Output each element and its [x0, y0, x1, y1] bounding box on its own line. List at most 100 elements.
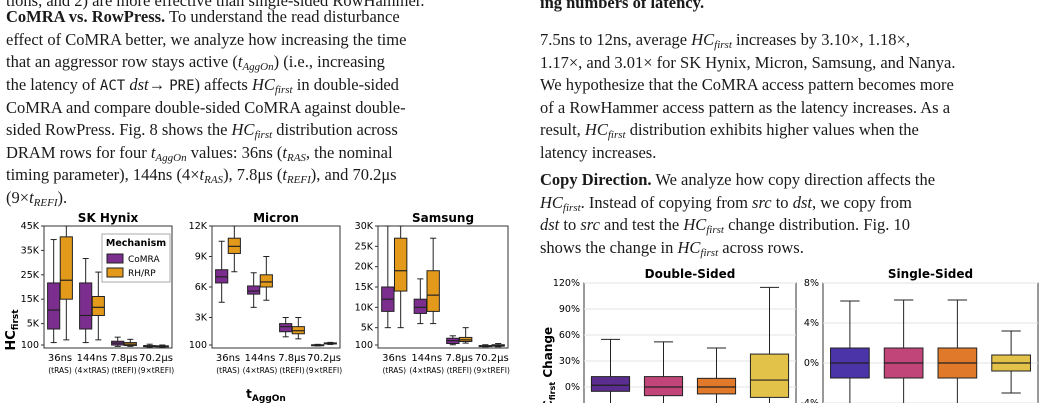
box-rhrp-3 — [491, 343, 505, 348]
legend-label: CoMRA — [128, 255, 160, 265]
x-tick-sublabel: (tRAS) — [48, 366, 72, 375]
x-tick-sublabel: (9×tREFI) — [138, 366, 174, 375]
box-rhrp-0 — [227, 225, 241, 273]
box-iqr — [259, 274, 273, 288]
box-rhrp-1 — [91, 271, 105, 341]
x-tick-label: 36ns — [382, 353, 406, 364]
box-2 — [937, 299, 978, 403]
box-iqr — [47, 282, 61, 330]
section-heading: Copy Direction. — [540, 170, 652, 189]
box-rhrp-1 — [259, 256, 273, 301]
y-tick-label: 15K — [355, 282, 374, 293]
paragraph-line: shows the change in HCfirst across rows. — [540, 238, 804, 259]
clipped-top-line: tions, and 2) are more effective than si… — [6, 0, 425, 10]
panel-title: Micron — [253, 211, 299, 225]
box-comra-0 — [381, 225, 395, 329]
y-tick-label: 3K — [195, 313, 208, 324]
box-comra-1 — [413, 278, 428, 325]
y-tick-label: 60% — [559, 330, 580, 341]
box-comra-0 — [215, 240, 229, 303]
box-iqr — [749, 353, 790, 398]
panel-title: Single-Sided — [888, 267, 973, 281]
x-tick-label: 144ns — [77, 353, 108, 364]
panel-title: Samsung — [412, 211, 474, 225]
box-0 — [830, 300, 870, 403]
y-tick-label: 10K — [355, 302, 374, 313]
paragraph-line: effect of CoMRA better, we analyze how i… — [6, 30, 407, 49]
section-heading: CoMRA vs. RowPress. — [6, 7, 166, 26]
box-rhrp-0 — [393, 225, 408, 329]
y-tick-label: 120% — [553, 278, 580, 289]
box-3 — [749, 286, 790, 403]
y-tick-label: 30% — [559, 356, 580, 367]
box-iqr — [59, 236, 73, 300]
panel-title: Double-Sided — [645, 267, 736, 281]
x-tick-label: 7.8μs — [446, 353, 473, 364]
paragraph-line: the latency of ACT dst→ PRE) affects HCf… — [6, 75, 399, 96]
paragraph-line: (9×tREFI). — [6, 188, 68, 209]
x-tick-sublabel: (4×tRAS) — [75, 366, 110, 375]
paragraph-line: result, HCfirst distribution exhibits hi… — [540, 120, 919, 141]
x-tick-sublabel: (tREFI) — [111, 366, 136, 375]
box-iqr — [413, 298, 428, 314]
x-tick-label: 70.2μs — [475, 353, 509, 364]
x-tick-label: 144ns — [411, 353, 442, 364]
y-tick-label: 5K — [361, 323, 374, 334]
x-tick-sublabel: (9×tREFI) — [474, 366, 510, 375]
box-rhrp-3 — [323, 341, 337, 345]
panel-single-sided: Single-Sided -4% 0% 4% 8% — [801, 267, 1039, 403]
box-iqr — [393, 237, 408, 292]
x-tick-sublabel: (tRAS) — [216, 366, 240, 375]
box-iqr — [426, 270, 440, 312]
x-tick-label: 36ns — [216, 353, 240, 364]
x-tick-sublabel: (9×tREFI) — [306, 366, 342, 375]
legend-title: Mechanism — [106, 238, 166, 249]
box-iqr — [79, 282, 93, 330]
panel-samsung: Samsung 100 5K 10K 15K 20K 25K 30K 36ns (tRAS) 144… — [355, 211, 510, 375]
paragraph-line: 7.5ns to 12ns, average HCfirst increases… — [540, 30, 910, 51]
paragraph-line: that an aggressor row stays active (tAgg… — [6, 52, 385, 73]
x-tick-sublabel: (tRAS) — [382, 366, 406, 375]
paragraph-line: sided RowPress. Fig. 8 shows the HCfirst… — [6, 120, 398, 141]
box-3 — [991, 330, 1031, 394]
paragraph-line: HCfirst. Instead of copying from src to … — [540, 193, 912, 214]
box-rhrp-0 — [59, 225, 73, 341]
paragraph-line: of a RowHammer access pattern as the lat… — [540, 98, 951, 117]
x-tick-label: 7.8μs — [278, 353, 305, 364]
box-2 — [696, 347, 737, 403]
x-tick-sublabel: (4×tRAS) — [409, 366, 444, 375]
paragraph-line: latency increases. — [540, 143, 657, 162]
legend-label: RH/RP — [128, 269, 156, 279]
box-comra-0 — [47, 239, 61, 344]
y-tick-label: 20K — [355, 262, 374, 273]
box-comra-3 — [311, 343, 325, 347]
y-tick-label: 12K — [189, 221, 208, 232]
y-tick-label: 35K — [21, 245, 40, 256]
y-tick-label: -4% — [801, 398, 820, 403]
y-axis-label: HCfirst — [4, 309, 21, 351]
paragraph-line: We hypothesize that the CoMRA access pat… — [540, 75, 954, 94]
x-tick-label: 70.2μs — [307, 353, 341, 364]
x-tick-sublabel: (tREFI) — [279, 366, 304, 375]
y-tick-label: 6K — [195, 282, 208, 293]
box-rhrp-2 — [291, 317, 305, 340]
paragraph-line: Copy Direction. We analyze how copy dire… — [540, 170, 936, 189]
y-tick-label: 8% — [804, 278, 819, 289]
y-tick-label: 45K — [21, 221, 40, 232]
box-comra-1 — [247, 272, 261, 308]
y-tick-label: 100 — [355, 340, 373, 351]
x-axis-label: tAggOn — [246, 387, 286, 403]
panel-title: SK Hynix — [78, 211, 139, 225]
x-tick-label: 36ns — [48, 353, 72, 364]
y-tick-label: 90% — [559, 304, 580, 315]
x-tick-label: 144ns — [245, 353, 276, 364]
box-iqr — [696, 377, 737, 395]
box-comra-3 — [143, 343, 157, 348]
box-iqr — [91, 295, 105, 316]
panel-micron: Micron 100 3K 6K 9K 12K 36ns (tRAS) 144ns (4×tRAS… — [189, 211, 343, 375]
legend: Mechanism CoMRA RH/RP — [101, 233, 171, 283]
box-iqr — [590, 376, 631, 392]
y-tick-label: 25K — [21, 270, 40, 281]
box-rhrp-2 — [123, 338, 137, 347]
box-iqr — [247, 285, 261, 295]
